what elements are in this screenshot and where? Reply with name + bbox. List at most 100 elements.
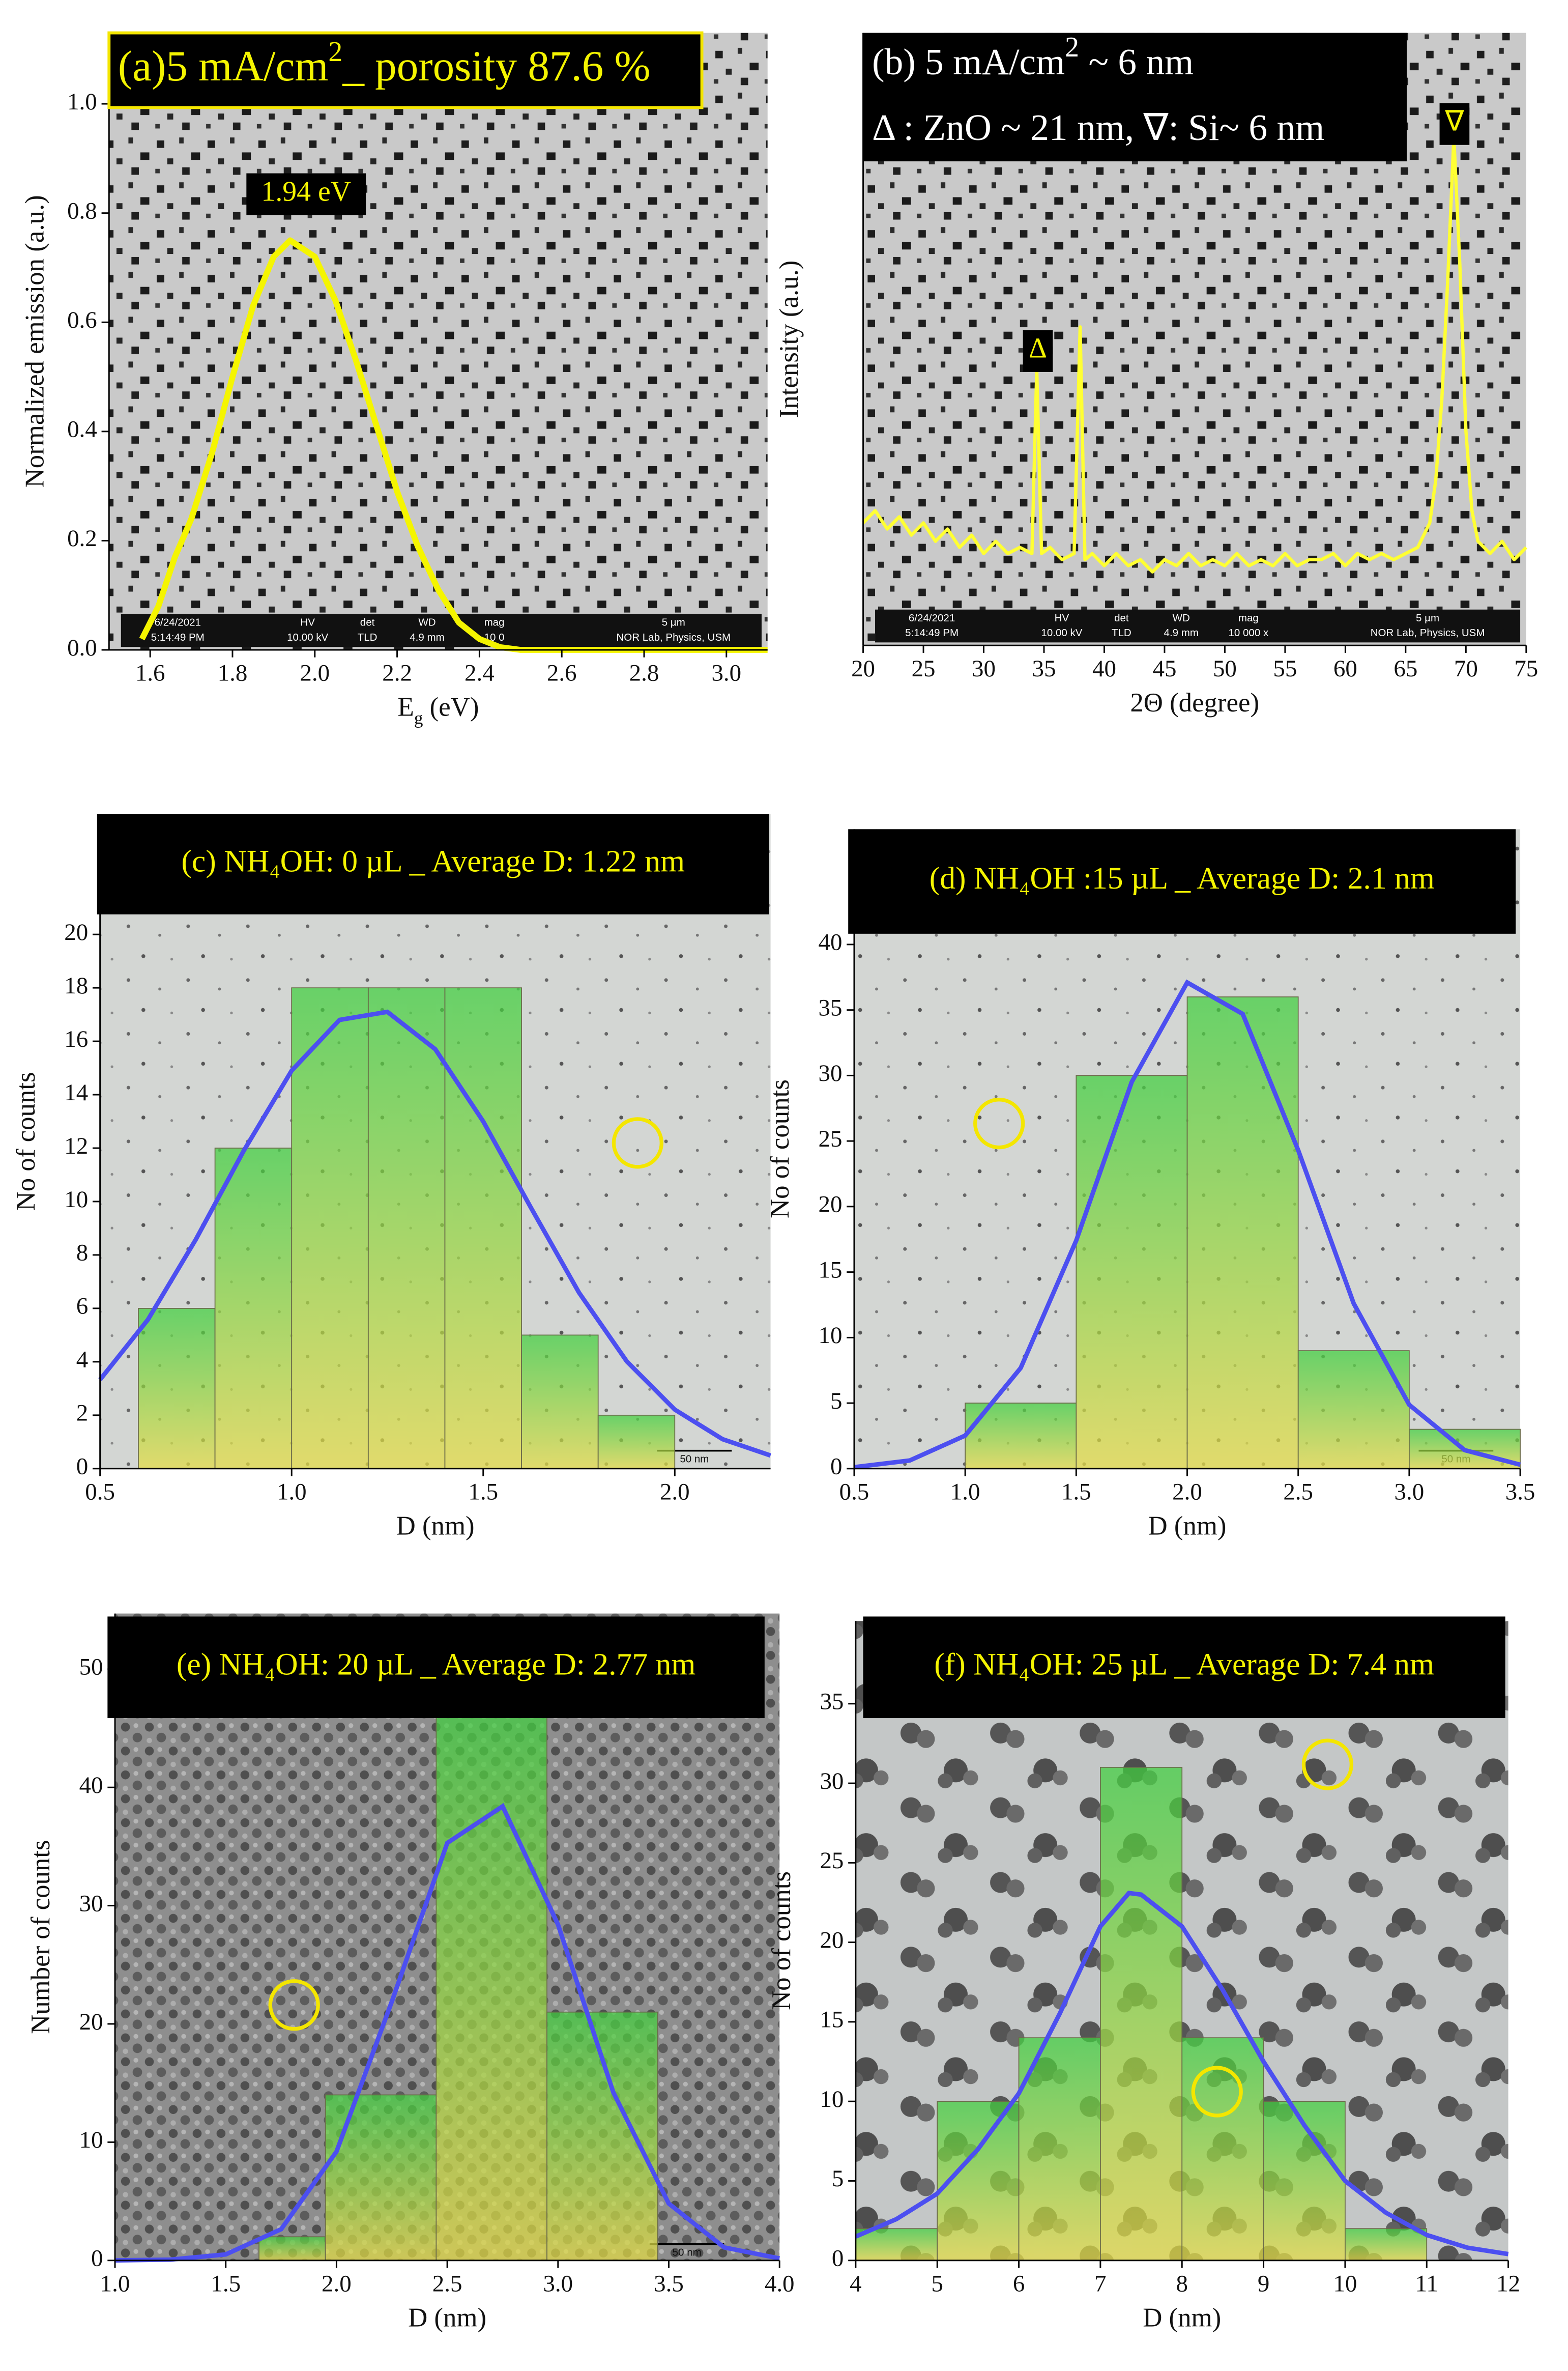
y-tick-label: 16	[64, 1026, 88, 1052]
x-tick-label: 35	[1032, 655, 1056, 682]
x-tick-label: 1.6	[135, 660, 165, 687]
y-tick-label: 40	[819, 929, 843, 956]
x-tick-label: 9	[1258, 2270, 1269, 2297]
y-tick-label: 0.8	[67, 197, 97, 224]
y-axis-label: Intensity (a.u.)	[774, 261, 804, 418]
info-text: HV	[1055, 612, 1069, 624]
y-tick-label: 5	[830, 1388, 842, 1414]
info-text: 5 µm	[662, 617, 685, 629]
x-tick-label: 50	[1213, 655, 1237, 682]
y-tick-label: 2	[76, 1400, 88, 1426]
panel: 6/24/2021 5:14:49 PM HV 10.00 kV det TLD WD 4.9…	[20, 31, 768, 728]
y-tick-label: 30	[819, 1060, 843, 1087]
x-tick-label: 3.0	[1395, 1479, 1425, 1505]
micrograph	[109, 33, 768, 650]
y-tick-label: 8	[76, 1240, 88, 1266]
chart-title-part: (b) 5 mA/cm	[872, 41, 1065, 82]
y-tick-label: 20	[79, 2009, 103, 2035]
fit-curve	[98, 1009, 772, 1458]
x-tick-label: 30	[972, 655, 996, 682]
x-tick-label: 2.0	[660, 1479, 690, 1505]
title-box	[107, 1616, 765, 1719]
x-tick-label: 1.5	[211, 2270, 241, 2297]
annotation-box	[246, 173, 366, 215]
y-tick-label: 35	[820, 1689, 844, 1715]
y-axis-label: No of counts	[767, 1871, 796, 2010]
panel: 50 nm0.51.01.52.02.53.03.505101520253035…	[765, 829, 1535, 1540]
x-tick-label: 2.0	[1172, 1479, 1202, 1505]
info-bar-bg	[875, 609, 1521, 643]
annotation: Δ	[1029, 333, 1047, 364]
x-tick-label: 20	[851, 655, 875, 682]
info-text: mag	[484, 617, 505, 629]
fit-curve	[114, 1803, 780, 2263]
x-tick-label: 6	[1013, 2270, 1025, 2297]
x-axis-label-part: g	[414, 708, 423, 728]
x-tick-label: 75	[1514, 655, 1538, 682]
histogram-bar	[291, 987, 369, 1469]
info-text: NOR Lab, Physics, USM	[1371, 627, 1485, 639]
y-tick-label: 15	[819, 1256, 843, 1283]
title-box	[863, 1616, 1505, 1719]
histogram-bar	[138, 1308, 216, 1469]
x-tick-label: 2.5	[432, 2270, 462, 2297]
x-tick-label: 25	[912, 655, 936, 682]
histogram-bar	[1018, 2037, 1101, 2261]
chart-title: (f) NH₄OH: 25 µL _ Average D: 7.4 nm	[934, 1647, 1434, 1681]
panel: 4 5 6 7 8 9 10 11 12 0 5 10 15 20 25 30 35 D (nm) No of co…	[767, 1616, 1520, 2332]
highlight-circle	[268, 1979, 320, 2031]
x-tick-label: 1.0	[277, 1479, 307, 1505]
data-line	[139, 237, 768, 653]
highlight-circle	[1301, 1738, 1354, 1790]
x-tick-label: 2.5	[1283, 1479, 1313, 1505]
y-tick-label: 5	[832, 2165, 844, 2192]
title-box	[97, 814, 769, 915]
info-text: 5:14:49 PM	[151, 632, 205, 643]
info-text: 6/24/2021	[909, 612, 955, 624]
info-text: 10 000 x	[1228, 627, 1268, 639]
info-text: 4.9 mm	[1164, 627, 1199, 639]
x-axis-label: D (nm)	[1143, 2303, 1221, 2332]
y-tick-label: 10	[64, 1186, 88, 1213]
x-tick-label: 40	[1092, 655, 1116, 682]
y-axis-label: Normalized emission (a.u.)	[20, 195, 50, 488]
histogram-bar	[1297, 1350, 1410, 1469]
panel: 50 nm 1.0 1.5 2.0 2.5 3.0 3.5 4.0 0 10 20 30 40 50 D (…	[26, 1613, 795, 2332]
y-tick-label: 15	[820, 2007, 844, 2033]
image-info-bar: 6/24/2021 5:14:49 PM HV 10.00 kV det TLD WD 4.9…	[121, 614, 762, 647]
chart-title-part: _ porosity 87.6 %	[342, 42, 650, 90]
x-axis-label: D (nm)	[1148, 1511, 1226, 1540]
info-text: 10.00 kV	[287, 632, 328, 643]
histogram-bar	[214, 1148, 293, 1469]
y-axis-label: Number of counts	[26, 1840, 55, 2034]
x-tick-label: 12	[1496, 2270, 1520, 2297]
info-bar-bg	[121, 614, 762, 647]
x-tick-label: 1.5	[1061, 1479, 1091, 1505]
x-tick-label: 3.5	[1505, 1479, 1535, 1505]
histogram-bar	[1076, 1075, 1188, 1469]
y-tick-label: 0	[76, 1453, 88, 1480]
y-tick-label: 20	[820, 1927, 844, 1953]
histogram-bar	[1186, 996, 1299, 1469]
panel: 50 nm 0.5 1.0 1.5 2.0 0 2 4 6 8 10 12 14 16 18 20 D (nm)…	[11, 814, 772, 1540]
y-tick-label: 10	[819, 1322, 843, 1349]
y-tick-label: 30	[820, 1768, 844, 1794]
x-tick-label: 55	[1273, 655, 1297, 682]
x-axis-label: Eg (eV)	[398, 693, 479, 728]
x-axis-label: 2Θ (degree)	[1130, 688, 1259, 718]
histogram-bar	[325, 2094, 437, 2261]
info-text: WD	[1173, 612, 1190, 624]
y-tick-label: 30	[79, 1890, 103, 1917]
x-tick-label: 2.6	[547, 660, 577, 687]
info-text: 5:14:49 PM	[905, 627, 959, 639]
chart-title: (a)5 mA/cm2_ porosity 87.6 %	[118, 36, 651, 90]
x-axis-label: D (nm)	[396, 1511, 475, 1540]
annotation-box	[1439, 103, 1470, 145]
chart-title-part: 2	[1065, 32, 1079, 63]
histogram-bar	[597, 1414, 676, 1469]
y-tick-label: 18	[64, 973, 88, 999]
info-text: 4.9 mm	[410, 632, 444, 643]
histogram-bar	[1100, 1766, 1183, 2261]
y-tick-label: 6	[76, 1293, 88, 1320]
